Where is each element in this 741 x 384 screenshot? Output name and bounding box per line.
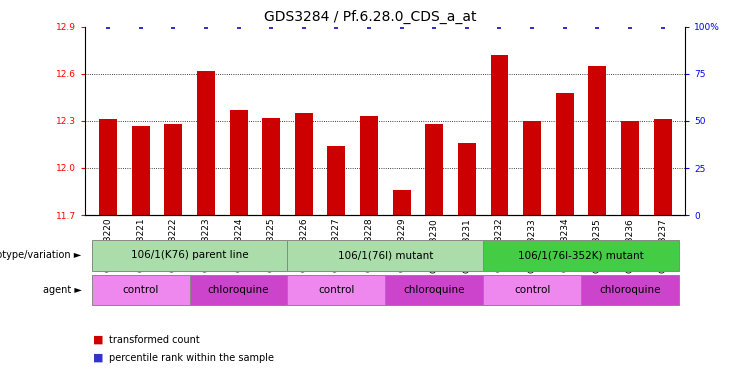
- Bar: [654, 119, 671, 215]
- Bar: [588, 66, 606, 215]
- Bar: [360, 116, 378, 215]
- Text: ■: ■: [93, 353, 103, 363]
- Bar: [393, 190, 411, 215]
- Bar: [132, 126, 150, 215]
- Bar: [458, 143, 476, 215]
- Text: chloroquine: chloroquine: [207, 285, 269, 295]
- Bar: [328, 146, 345, 215]
- Text: chloroquine: chloroquine: [599, 285, 661, 295]
- Bar: [491, 55, 508, 215]
- Text: control: control: [318, 285, 355, 295]
- Text: control: control: [122, 285, 159, 295]
- Text: agent ►: agent ►: [43, 285, 82, 295]
- Bar: [621, 121, 639, 215]
- Text: percentile rank within the sample: percentile rank within the sample: [109, 353, 274, 363]
- Text: ■: ■: [93, 335, 103, 345]
- Text: genotype/variation ►: genotype/variation ►: [0, 250, 82, 260]
- Bar: [523, 121, 541, 215]
- Text: chloroquine: chloroquine: [404, 285, 465, 295]
- Bar: [262, 118, 280, 215]
- Bar: [556, 93, 574, 215]
- Text: 106/1(76I) mutant: 106/1(76I) mutant: [338, 250, 433, 260]
- Text: transformed count: transformed count: [109, 335, 199, 345]
- Bar: [295, 113, 313, 215]
- Text: 106/1(K76) parent line: 106/1(K76) parent line: [131, 250, 248, 260]
- Text: GDS3284 / Pf.6.28.0_CDS_a_at: GDS3284 / Pf.6.28.0_CDS_a_at: [265, 10, 476, 24]
- Bar: [425, 124, 443, 215]
- Text: 106/1(76I-352K) mutant: 106/1(76I-352K) mutant: [518, 250, 644, 260]
- Bar: [165, 124, 182, 215]
- Bar: [99, 119, 117, 215]
- Text: control: control: [514, 285, 551, 295]
- Bar: [197, 71, 215, 215]
- Bar: [230, 110, 247, 215]
